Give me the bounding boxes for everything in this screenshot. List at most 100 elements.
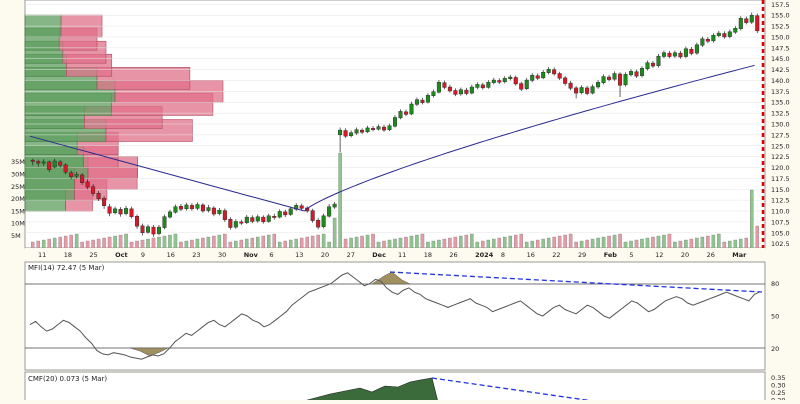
candle-body xyxy=(722,33,727,38)
candle-body xyxy=(464,89,469,94)
date-tick-label: 18 xyxy=(424,251,432,259)
volume-bar xyxy=(535,239,540,249)
candle-body xyxy=(661,52,666,57)
candle-body xyxy=(557,73,562,79)
volume-bar xyxy=(206,236,211,249)
price-tick-label: 155.0 xyxy=(771,12,790,20)
candle-body xyxy=(749,15,754,23)
date-tick-label: 27 xyxy=(347,251,355,259)
volume-bar xyxy=(387,239,392,249)
candle-body xyxy=(623,74,628,86)
candle-body xyxy=(607,76,612,80)
volume-bar xyxy=(651,236,655,249)
candle-body xyxy=(58,161,63,166)
candle-body xyxy=(80,174,85,183)
candle-body xyxy=(343,130,348,137)
candle-body xyxy=(618,73,623,86)
volume-bar xyxy=(612,234,617,249)
volume-bar xyxy=(107,236,112,249)
volume-bar xyxy=(146,238,150,249)
volume-bar xyxy=(113,235,117,249)
volume-bar xyxy=(30,241,35,249)
candle-body xyxy=(266,215,271,222)
volume-bar xyxy=(733,239,738,249)
candle-body xyxy=(393,117,398,127)
volume-bar xyxy=(711,234,716,249)
volume-bar xyxy=(52,237,57,249)
candle-body xyxy=(47,161,52,170)
date-tick-label: 11 xyxy=(398,251,406,259)
candle-body xyxy=(272,216,277,218)
volume-bar xyxy=(530,240,534,249)
volume-bar xyxy=(448,237,452,249)
volume-bars xyxy=(30,152,760,249)
volume-bar xyxy=(700,236,705,249)
date-tick-label: 29 xyxy=(578,251,586,259)
volume-bar xyxy=(607,235,611,249)
candle-body xyxy=(30,159,35,162)
mfi-extreme-fills xyxy=(129,271,411,357)
mfi-line xyxy=(29,272,761,360)
price-tick-label: 115.0 xyxy=(771,186,790,194)
volume-bar xyxy=(662,234,666,249)
candle-body xyxy=(744,18,749,23)
candle-body xyxy=(371,128,376,130)
candle-body xyxy=(255,216,260,222)
volume-bar xyxy=(140,239,145,249)
candle-body xyxy=(91,186,96,194)
candle-body xyxy=(173,206,178,213)
date-tick-label: 8 xyxy=(501,251,505,259)
date-tick-label: Mar xyxy=(732,251,747,259)
candle-body xyxy=(140,225,145,233)
volume-bar xyxy=(118,234,123,249)
volume-bar xyxy=(124,233,128,249)
date-tick-label: 11 xyxy=(38,251,46,259)
volume-bar xyxy=(310,235,315,249)
candle-body xyxy=(305,207,310,212)
date-tick-label: 9 xyxy=(141,251,145,259)
candle-body xyxy=(469,86,474,94)
cmf-label: CMF(20) 0.073 (5 Mar) xyxy=(28,375,107,383)
candle-body xyxy=(667,52,672,57)
candle-body xyxy=(502,78,507,82)
candle-body xyxy=(211,207,216,215)
date-tick-label: Feb xyxy=(604,251,618,259)
candle-body xyxy=(716,32,721,36)
candle-body xyxy=(250,217,255,222)
volume-bar xyxy=(629,240,633,249)
volume-bar xyxy=(69,234,73,249)
mfi-axis: 20 50 80 xyxy=(771,280,779,353)
volume-bar xyxy=(239,239,244,249)
candle-body xyxy=(228,219,233,228)
volume-by-price-bars xyxy=(24,14,224,212)
volume-bar xyxy=(442,238,447,249)
volume-bar xyxy=(563,234,567,249)
volume-bar xyxy=(459,235,463,249)
volume-bar xyxy=(316,234,320,249)
cmf-tick-label: 0.30 xyxy=(771,382,785,390)
candle-body xyxy=(519,83,524,90)
candle-body xyxy=(327,206,332,217)
volume-bar xyxy=(645,237,650,249)
volume-bar xyxy=(585,239,589,249)
date-tick-label: Dec xyxy=(372,251,386,259)
volume-bar xyxy=(508,235,513,249)
volume-bar xyxy=(678,240,683,249)
volume-bar xyxy=(223,233,227,249)
volume-bar xyxy=(157,236,161,249)
candle-body xyxy=(107,206,112,214)
candle-body xyxy=(513,77,518,85)
candle-body xyxy=(491,79,496,83)
candle-body xyxy=(233,221,238,228)
candle-body xyxy=(442,82,447,88)
date-tick-label: 20 xyxy=(681,251,689,259)
candle-body xyxy=(755,15,760,32)
volume-bar xyxy=(717,233,721,249)
volume-bar xyxy=(541,238,545,249)
price-tick-label: 117.5 xyxy=(771,175,790,183)
volume-bar xyxy=(338,152,342,249)
mfi-overbought-fill xyxy=(371,271,411,285)
price-tick-label: 120.0 xyxy=(771,164,790,172)
candle-body xyxy=(310,210,315,221)
volume-bar xyxy=(503,236,507,249)
